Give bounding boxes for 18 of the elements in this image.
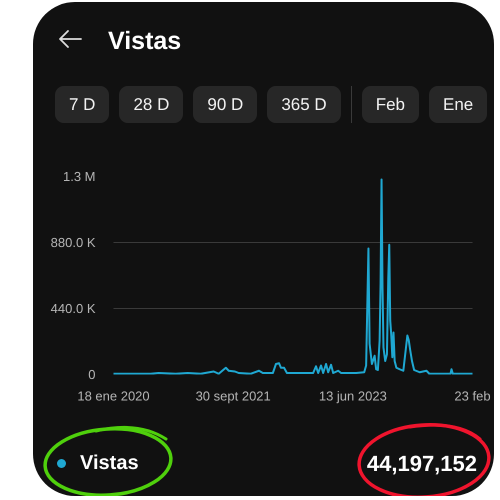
range-button: 28 D (119, 86, 184, 123)
range-button: 90 D (193, 86, 258, 123)
x-tick-label: 23 feb (454, 388, 491, 404)
range-button: Feb (362, 86, 419, 123)
range-button: Ene (428, 86, 488, 123)
range-button: 365 D (267, 86, 341, 123)
x-tick-label: 18 ene 2020 (77, 388, 150, 404)
chart-title: Vistas (108, 26, 182, 57)
x-tick-label: 30 sept 2021 (196, 388, 271, 404)
line-series (114, 178, 472, 374)
legend-label: Vistas (80, 451, 139, 476)
y-tick-label: 880.0 K (50, 235, 96, 250)
y-tick-label: 440.0 K (50, 301, 96, 316)
x-tick-label: 13 jun 2023 (318, 388, 387, 404)
y-tick-label: 0 (88, 367, 96, 382)
range-button: 7 D (55, 86, 110, 123)
y-tick-label: 1.3 M (62, 169, 96, 184)
text: 44,197,152 (366, 450, 477, 478)
